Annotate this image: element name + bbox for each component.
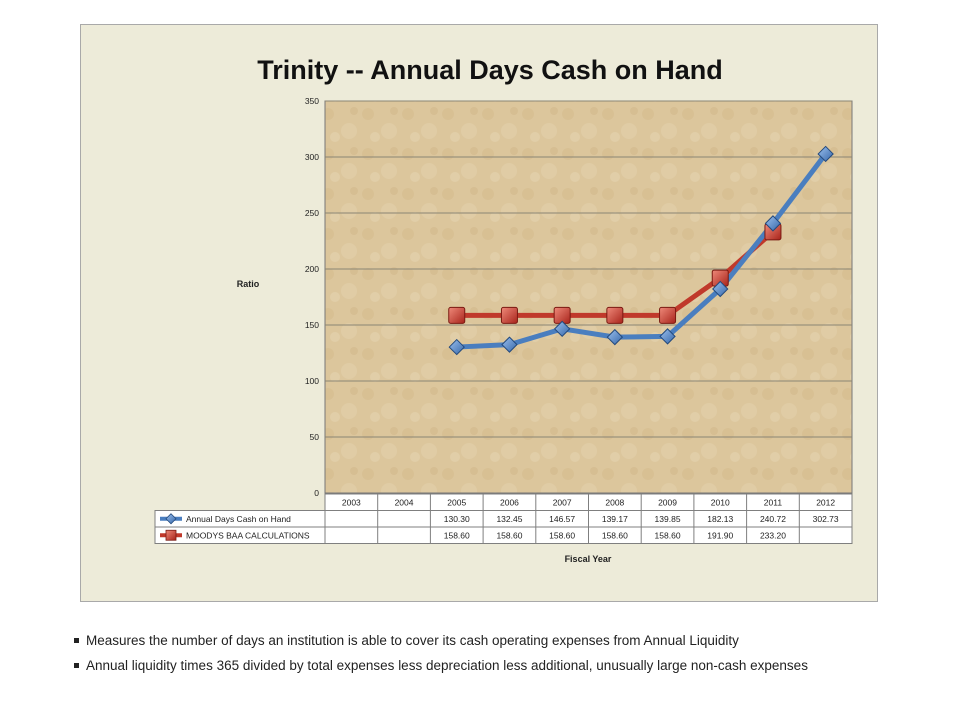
data-point-square — [659, 306, 677, 324]
data-point-diamond — [764, 215, 782, 232]
legend-label: Annual Days Cash on Hand — [186, 514, 291, 524]
y-tick-label: 150 — [305, 320, 319, 330]
bullet-item: Measures the number of days an instituti… — [74, 628, 894, 653]
bullet-square-icon — [74, 663, 79, 668]
table-cell-value: 191.90 — [707, 530, 733, 540]
x-axis-label: Fiscal Year — [565, 554, 612, 564]
y-tick-label: 250 — [305, 208, 319, 218]
x-tick-label: 2011 — [764, 498, 783, 508]
x-tick-label: 2009 — [658, 498, 677, 508]
y-tick-label: 100 — [305, 376, 319, 386]
table-cell-value: 158.60 — [602, 530, 628, 540]
data-point-diamond — [606, 328, 624, 346]
table-cell-value: 139.17 — [602, 514, 628, 524]
legend-diamond-marker-icon — [165, 513, 177, 525]
x-tick-label: 2006 — [500, 498, 519, 508]
table-cell-value: 132.45 — [496, 514, 522, 524]
x-tick-label: 2008 — [605, 498, 624, 508]
plot-area — [324, 100, 853, 494]
x-tick-label: 2004 — [395, 498, 414, 508]
data-point-square — [606, 306, 624, 324]
y-tick-label: 0 — [314, 488, 319, 498]
data-point-diamond — [448, 338, 465, 356]
bullet-text: Annual liquidity times 365 divided by to… — [86, 658, 808, 673]
x-tick-label: 2010 — [711, 498, 730, 508]
table-cell-value: 240.72 — [760, 514, 786, 524]
table-cell-value: 158.60 — [444, 530, 470, 540]
table-cell-value: 146.57 — [549, 514, 575, 524]
bullet-text: Measures the number of days an instituti… — [86, 633, 739, 648]
data-point-diamond — [659, 328, 676, 345]
data-point-diamond — [501, 336, 518, 353]
x-tick-label: 2005 — [447, 498, 466, 508]
y-tick-label: 50 — [310, 432, 320, 442]
table-cell-value: 158.60 — [655, 530, 681, 540]
data-point-diamond — [712, 280, 729, 298]
y-axis-label: Ratio — [237, 279, 260, 289]
bullet-item: Annual liquidity times 365 divided by to… — [74, 653, 894, 678]
chart-title: Trinity -- Annual Days Cash on Hand — [257, 55, 723, 85]
table-cell-value: 130.30 — [444, 514, 470, 524]
series-line-days-cash — [456, 152, 828, 350]
data-point-square — [500, 306, 518, 324]
bullet-list: Measures the number of days an instituti… — [74, 628, 894, 678]
table-cell-value: 182.13 — [707, 514, 733, 524]
legend-square-marker-icon — [165, 529, 177, 541]
data-point-diamond — [553, 320, 571, 338]
table-cell-value: 139.85 — [655, 514, 681, 524]
x-tick-label: 2012 — [816, 498, 835, 508]
table-cell-value: 233.20 — [760, 530, 786, 540]
y-tick-label: 350 — [305, 96, 319, 106]
table-cell-value: 302.73 — [813, 514, 839, 524]
chart: Trinity -- Annual Days Cash on Hand 0 50 1… — [154, 55, 853, 564]
legend-label: MOODYS BAA CALCULATIONS — [186, 530, 310, 540]
table-cell-value: 158.60 — [549, 530, 575, 540]
bullet-square-icon — [74, 638, 79, 643]
table-cell-value: 158.60 — [496, 530, 522, 540]
data-point-square — [448, 306, 466, 324]
x-tick-label: 2003 — [342, 498, 361, 508]
chart-frame: Trinity -- Annual Days Cash on Hand 0 50 1… — [80, 24, 878, 602]
data-point-diamond — [817, 145, 834, 163]
y-tick-label: 200 — [305, 264, 319, 274]
y-tick-label: 300 — [305, 152, 319, 162]
x-tick-label: 2007 — [553, 498, 572, 508]
